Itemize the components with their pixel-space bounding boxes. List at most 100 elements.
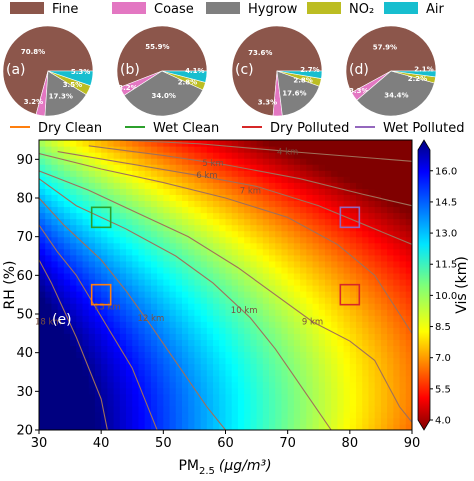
heat-cell [150, 188, 158, 195]
heat-cell [76, 357, 84, 365]
heat-cell [256, 188, 264, 195]
heat-cell [70, 381, 77, 389]
heat-cell [275, 405, 283, 413]
heat-cell [101, 248, 108, 256]
heat-cell [88, 405, 96, 413]
heat-cell [163, 248, 171, 256]
heat-cell [287, 170, 295, 177]
heat-cell [126, 182, 133, 189]
heat-cell [393, 242, 401, 250]
heat-cell [275, 399, 283, 407]
heat-cell [119, 152, 127, 159]
heat-cell [200, 411, 208, 419]
heat-cell [88, 254, 96, 262]
heat-cell [237, 309, 245, 316]
heat-cell [343, 212, 351, 220]
heat-cell [349, 152, 357, 159]
heat-cell [262, 339, 270, 347]
heat-cell [138, 411, 146, 419]
heat-cell [250, 363, 258, 371]
heat-cell [175, 357, 183, 365]
heat-cell [63, 423, 71, 430]
heat-cell [269, 345, 276, 353]
heat-cell [70, 272, 77, 280]
heat-cell [331, 260, 338, 268]
heat-cell [126, 327, 133, 334]
heat-cell [82, 291, 90, 298]
heat-cell [262, 158, 270, 165]
heat-cell [119, 248, 127, 256]
heat-cell [63, 266, 71, 274]
heat-cell [70, 188, 77, 195]
heat-cell [312, 411, 320, 419]
heat-cell [300, 278, 307, 286]
heat-cell [175, 339, 183, 347]
heat-cell [181, 321, 189, 328]
heat-cell [119, 381, 127, 389]
heat-cell [256, 363, 264, 371]
heat-cell [318, 285, 326, 292]
heat-cell [101, 176, 108, 183]
heat-cell [219, 411, 227, 419]
pie-value-0-3: 3.5% [63, 81, 82, 89]
heat-cell [107, 363, 115, 371]
heat-cell [349, 423, 357, 430]
heat-cell [387, 411, 394, 419]
heat-cell [63, 405, 71, 413]
heat-cell [94, 285, 102, 292]
heat-cell [219, 363, 227, 371]
heat-cell [70, 206, 77, 214]
heat-cell [306, 242, 314, 250]
heat-cell [250, 236, 258, 244]
heat-cell [188, 411, 196, 419]
heat-cell [324, 200, 332, 208]
heat-cell [225, 146, 233, 153]
heat-cell [387, 266, 394, 274]
heat-cell [374, 309, 382, 316]
heat-cell [374, 248, 382, 256]
heat-cell [312, 140, 320, 147]
heat-cell [244, 152, 251, 159]
heat-cell [399, 405, 407, 413]
heat-cell [269, 224, 276, 232]
heat-cell [287, 297, 295, 304]
heat-cell [269, 242, 276, 250]
heat-cell [374, 399, 382, 407]
heat-cell [380, 405, 388, 413]
heat-cell [206, 417, 214, 425]
heat-cell [70, 266, 77, 274]
heat-cell [126, 333, 133, 340]
heat-cell [312, 381, 320, 389]
heat-cell [200, 393, 208, 401]
heat-cell [244, 327, 251, 334]
heat-cell [76, 285, 84, 292]
heat-cell [57, 170, 65, 177]
heat-cell [70, 303, 77, 310]
heat-cell [188, 423, 196, 430]
heat-cell [343, 411, 351, 419]
heat-cell [200, 236, 208, 244]
heat-cell [107, 405, 115, 413]
heat-cell [94, 188, 102, 195]
heat-cell [312, 369, 320, 377]
heat-cell [150, 170, 158, 177]
heat-cell [368, 351, 376, 359]
heat-cell [362, 375, 370, 383]
heat-cell [387, 218, 394, 226]
heat-cell [126, 230, 133, 238]
heat-cell [306, 212, 314, 220]
heat-cell [57, 236, 65, 244]
heat-cell [126, 266, 133, 274]
heat-cell [256, 212, 264, 220]
heat-cell [380, 140, 388, 147]
heat-cell [45, 309, 53, 316]
pie-3: 57.9%3.3%34.4%2.2%2.1%(d) [345, 25, 437, 117]
heat-cell [368, 393, 376, 401]
heat-cell [362, 339, 370, 347]
heat-cell [269, 333, 276, 340]
heat-cell [194, 291, 202, 298]
heat-cell [144, 146, 152, 153]
heat-cell [82, 182, 90, 189]
heat-cell [138, 182, 146, 189]
heat-cell [337, 327, 345, 334]
